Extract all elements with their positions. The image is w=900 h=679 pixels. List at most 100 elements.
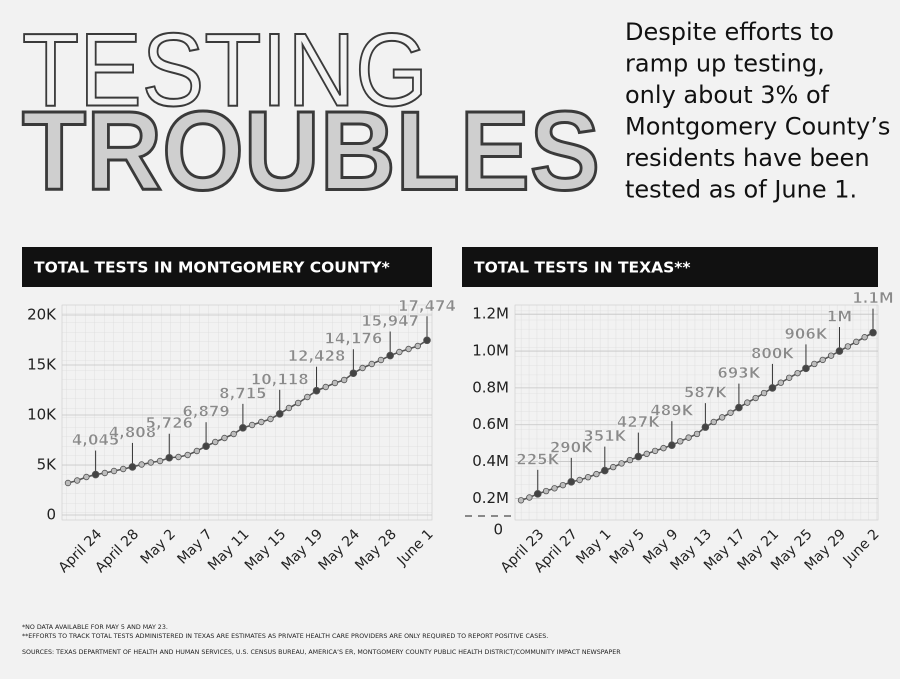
- data-point: [120, 465, 127, 473]
- data-point: [660, 444, 667, 452]
- data-label: 351K: [583, 427, 627, 445]
- footnote: **EFFORTS TO TRACK TOTAL TESTS ADMINISTE…: [22, 633, 548, 640]
- title-banner: [22, 247, 432, 287]
- data-point: [576, 476, 583, 484]
- data-label: 225K: [516, 450, 560, 468]
- data-point: [853, 338, 860, 346]
- data-label: 10,118: [251, 370, 309, 388]
- data-point: [677, 438, 684, 445]
- data-point: [165, 453, 174, 462]
- data-point: [777, 379, 785, 386]
- y-tick-label: 1.2M: [472, 305, 509, 323]
- y-tick-label: 0.6M: [472, 415, 509, 433]
- data-point: [626, 456, 634, 464]
- data-point: [110, 467, 118, 475]
- data-point: [634, 452, 643, 461]
- x-tick-label: June 1: [394, 526, 437, 569]
- data-point: [147, 459, 155, 466]
- data-label: 4,808: [109, 423, 156, 441]
- data-point: [128, 463, 137, 471]
- data-point: [593, 470, 600, 478]
- data-label: 17,474: [398, 297, 456, 315]
- data-label: 8,715: [219, 384, 266, 402]
- data-point: [230, 430, 237, 438]
- blurb: Despite efforts to ramp up testing, only a…: [625, 18, 890, 204]
- footnotes: *NO DATA AVAILABLE FOR MAY 5 AND MAY 23.…: [22, 624, 621, 656]
- chart-title: TOTAL TESTS IN TEXAS**: [474, 259, 690, 277]
- data-point: [559, 481, 567, 489]
- data-point: [668, 441, 676, 449]
- x-tick-label: June 2: [840, 526, 883, 569]
- data-point: [567, 478, 576, 486]
- data-point: [193, 447, 201, 455]
- data-point: [718, 414, 726, 421]
- data-point: [643, 450, 650, 458]
- data-point: [340, 376, 348, 384]
- data-point: [601, 466, 609, 475]
- data-point: [396, 348, 403, 356]
- data-point: [517, 497, 525, 504]
- data-point: [405, 345, 412, 353]
- data-point: [551, 485, 558, 492]
- data-point: [212, 438, 219, 446]
- data-point: [184, 451, 191, 459]
- x-tick-label: May 28: [352, 526, 400, 574]
- data-label: 427K: [617, 413, 661, 431]
- data-label: 15,947: [361, 312, 419, 330]
- chart-title: TOTAL TESTS IN MONTGOMERY COUNTY*: [34, 259, 390, 277]
- data-point: [752, 394, 759, 402]
- data-point: [368, 360, 375, 368]
- data-point: [83, 473, 90, 481]
- data-point: [322, 383, 329, 391]
- y-tick-label: 0: [493, 521, 503, 539]
- data-label: 290K: [550, 438, 594, 456]
- x-tick-label: May 1: [573, 526, 614, 567]
- y-tick-label: 0.2M: [472, 489, 509, 507]
- blurb-line: only about 3% of: [625, 81, 830, 109]
- data-point: [423, 336, 431, 345]
- data-point: [294, 399, 302, 407]
- data-point: [526, 494, 533, 501]
- blurb-line: residents have been: [625, 144, 870, 172]
- data-point: [414, 342, 421, 350]
- y-tick-label: 0.8M: [472, 378, 509, 396]
- data-point: [685, 434, 692, 441]
- data-point: [727, 409, 734, 416]
- y-tick-label: 1.0M: [472, 342, 509, 360]
- data-point: [584, 474, 592, 481]
- data-point: [533, 490, 542, 498]
- data-point: [138, 461, 145, 468]
- data-label: 1.1M: [852, 289, 894, 307]
- footnote: SOURCES: TEXAS DEPARTMENT OF HEALTH AND …: [22, 649, 621, 656]
- data-point: [101, 469, 109, 477]
- blurb-line: Despite efforts to: [625, 18, 834, 46]
- data-point: [735, 403, 743, 412]
- x-tick-label: May 5: [607, 526, 648, 567]
- data-point: [802, 364, 810, 373]
- data-point: [744, 399, 751, 406]
- data-line: [67, 339, 428, 484]
- data-point: [710, 418, 717, 426]
- data-point: [267, 415, 274, 423]
- y-tick-label: 15K: [27, 356, 57, 374]
- data-point: [202, 442, 210, 451]
- data-label: 6,879: [182, 403, 229, 421]
- data-point: [827, 352, 835, 359]
- data-point: [651, 447, 659, 455]
- title-banner: [462, 247, 878, 287]
- data-point: [768, 384, 777, 392]
- x-tick-label: May 2: [138, 526, 179, 567]
- data-point: [156, 457, 164, 465]
- data-label: 1M: [827, 308, 852, 326]
- data-point: [785, 374, 793, 381]
- data-point: [239, 424, 247, 432]
- data-point: [542, 487, 550, 495]
- blurb-line: Montgomery County’s: [625, 113, 890, 141]
- data-point: [359, 364, 366, 372]
- data-label: 12,428: [288, 347, 346, 365]
- data-point: [811, 360, 818, 368]
- data-point: [869, 328, 877, 337]
- data-label: 14,176: [324, 330, 382, 348]
- data-label: 489K: [650, 402, 694, 420]
